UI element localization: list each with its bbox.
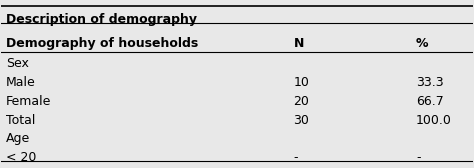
- Text: Female: Female: [6, 95, 52, 108]
- Text: 33.3: 33.3: [416, 76, 444, 89]
- Text: Description of demography: Description of demography: [6, 13, 197, 26]
- Text: Sex: Sex: [6, 57, 29, 70]
- Text: -: -: [416, 151, 420, 164]
- Text: %: %: [416, 37, 428, 50]
- Text: Age: Age: [6, 132, 30, 145]
- Text: Total: Total: [6, 114, 36, 127]
- Text: Demography of households: Demography of households: [6, 37, 198, 50]
- Text: < 20: < 20: [6, 151, 36, 164]
- Text: 66.7: 66.7: [416, 95, 444, 108]
- Text: 30: 30: [293, 114, 310, 127]
- Text: 10: 10: [293, 76, 310, 89]
- Text: -: -: [293, 151, 298, 164]
- Text: 20: 20: [293, 95, 310, 108]
- Text: Male: Male: [6, 76, 36, 89]
- Text: N: N: [293, 37, 304, 50]
- Text: 100.0: 100.0: [416, 114, 452, 127]
